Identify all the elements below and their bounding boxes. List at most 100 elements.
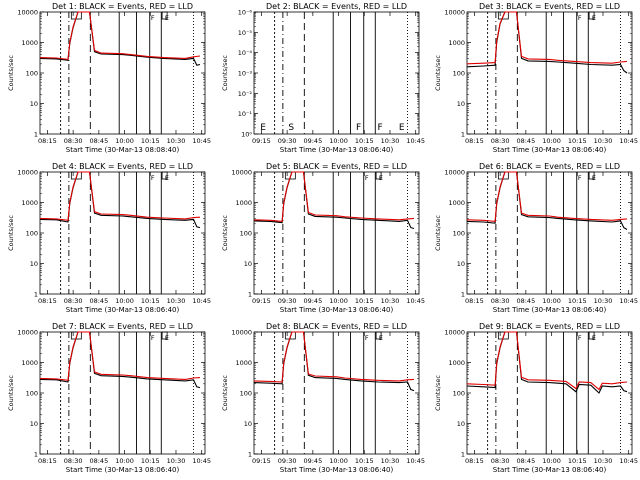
x-tick-label: 10:15 bbox=[568, 297, 587, 305]
y-tick-label: 1 bbox=[461, 451, 465, 459]
x-tick-label: 08:30 bbox=[64, 297, 83, 305]
x-tick-label: 09:15 bbox=[252, 137, 271, 145]
plot-frame bbox=[466, 11, 633, 135]
x-tick-label: 10:30 bbox=[594, 137, 613, 145]
y-tick-label: 1 bbox=[461, 131, 465, 139]
panel-title: Det 3: BLACK = Events, RED = LLD bbox=[479, 2, 620, 11]
flare-top-label: E bbox=[165, 174, 169, 182]
x-tick-label: 08:45 bbox=[516, 457, 535, 465]
y-tick-label: 1 bbox=[248, 451, 252, 459]
y-axis-label: Counts/sec bbox=[7, 215, 15, 251]
y-tick-label: 10000 bbox=[17, 9, 38, 17]
x-tick-label: 08:30 bbox=[491, 297, 510, 305]
series-line-lld bbox=[39, 331, 201, 381]
x-tick-label: 10:00 bbox=[329, 457, 348, 465]
plot-frame bbox=[253, 331, 420, 455]
x-tick-label: 10:45 bbox=[619, 297, 638, 305]
y-axis-label: Counts/sec bbox=[221, 55, 229, 91]
y-tick-label: 10 bbox=[457, 100, 465, 108]
plot-frame bbox=[253, 11, 420, 135]
x-tick-label: 10:30 bbox=[381, 457, 400, 465]
y-tick-label: 10 bbox=[30, 420, 38, 428]
x-tick-label: 10:00 bbox=[115, 297, 134, 305]
flare-box bbox=[161, 331, 168, 340]
x-tick-label: 08:15 bbox=[465, 457, 484, 465]
x-tick-label: 08:30 bbox=[64, 457, 83, 465]
y-tick-label: 10000 bbox=[17, 329, 38, 337]
flare-top-label: E bbox=[379, 174, 383, 182]
x-tick-label: 08:15 bbox=[465, 137, 484, 145]
y-tick-label: 100 bbox=[240, 390, 252, 398]
y-tick-label: 100 bbox=[26, 390, 38, 398]
x-tick-label: 10:45 bbox=[406, 297, 425, 305]
x-axis-label: Start Time (30-Mar-13 08:06:40) bbox=[66, 466, 180, 474]
x-tick-label: 09:30 bbox=[278, 297, 297, 305]
detector-panel-8: Det 8: BLACK = Events, RED = LLD 1 10 100 10… bbox=[221, 322, 425, 474]
plot-annotation: E bbox=[260, 123, 266, 133]
x-tick-label: 10:15 bbox=[568, 137, 587, 145]
x-tick-label: 10:45 bbox=[619, 137, 638, 145]
y-tick-label: 10 bbox=[244, 420, 252, 428]
y-tick-label: 1000 bbox=[21, 359, 38, 367]
y-tick-label: 10⁻³ bbox=[238, 70, 253, 78]
y-tick-label: 10 bbox=[457, 420, 465, 428]
x-tick-label: 09:15 bbox=[252, 457, 271, 465]
series-line-events bbox=[253, 171, 415, 230]
y-tick-label: 10⁻⁵ bbox=[238, 29, 253, 37]
flare-top-label: E bbox=[165, 334, 169, 342]
detector-panel-2: Det 2: BLACK = Events, RED = LLD 10⁰ 10⁻¹ 1… bbox=[221, 2, 425, 154]
detector-panel-9: Det 9: BLACK = Events, RED = LLD 1 10 100 10… bbox=[434, 322, 638, 474]
x-tick-label: 10:00 bbox=[542, 457, 561, 465]
plot-annotation: F bbox=[377, 123, 382, 133]
x-tick-label: 10:45 bbox=[619, 457, 638, 465]
x-tick-label: 08:30 bbox=[491, 457, 510, 465]
x-tick-label: 08:30 bbox=[491, 137, 510, 145]
y-tick-label: 10000 bbox=[17, 169, 38, 177]
x-tick-label: 08:45 bbox=[516, 297, 535, 305]
series-line-lld bbox=[253, 171, 415, 222]
y-tick-label: 1 bbox=[461, 291, 465, 299]
y-tick-label: 10⁻⁴ bbox=[238, 49, 253, 57]
y-tick-label: 10⁻⁶ bbox=[238, 9, 253, 17]
x-tick-label: 10:00 bbox=[329, 137, 348, 145]
flare-top-label: E bbox=[592, 334, 596, 342]
y-tick-label: 10⁻¹ bbox=[238, 110, 253, 118]
y-tick-label: 100 bbox=[453, 230, 465, 238]
x-tick-label: 10:15 bbox=[141, 457, 160, 465]
panel-title: Det 5: BLACK = Events, RED = LLD bbox=[266, 162, 407, 171]
y-tick-label: 10 bbox=[30, 100, 38, 108]
x-tick-label: 10:30 bbox=[167, 457, 186, 465]
x-tick-label: 10:30 bbox=[167, 137, 186, 145]
x-tick-label: 10:15 bbox=[141, 137, 160, 145]
x-tick-label: 08:45 bbox=[89, 457, 108, 465]
x-tick-label: 10:15 bbox=[355, 457, 374, 465]
flare-top-label: E bbox=[165, 14, 169, 22]
x-tick-label: 09:30 bbox=[278, 457, 297, 465]
x-tick-label: 08:45 bbox=[89, 297, 108, 305]
y-tick-label: 10000 bbox=[444, 169, 465, 177]
y-tick-label: 1 bbox=[34, 131, 38, 139]
plot-frame bbox=[39, 171, 206, 295]
panel-title: Det 1: BLACK = Events, RED = LLD bbox=[52, 2, 193, 11]
y-tick-label: 1 bbox=[34, 291, 38, 299]
panel-title: Det 9: BLACK = Events, RED = LLD bbox=[479, 322, 620, 331]
x-tick-label: 10:30 bbox=[594, 457, 613, 465]
y-tick-label: 1000 bbox=[448, 39, 465, 47]
y-tick-label: 1 bbox=[34, 451, 38, 459]
x-tick-label: 10:30 bbox=[381, 137, 400, 145]
series-line-lld bbox=[466, 11, 628, 65]
x-axis-label: Start Time (30-Mar-13 08:06:40) bbox=[493, 146, 607, 154]
x-tick-label: 09:45 bbox=[303, 457, 322, 465]
flare-box bbox=[284, 171, 296, 180]
y-tick-label: 100 bbox=[26, 230, 38, 238]
x-tick-label: 08:30 bbox=[64, 137, 83, 145]
x-axis-label: Start Time (30-Mar-13 08:06:40) bbox=[66, 306, 180, 314]
x-tick-label: 10:45 bbox=[192, 137, 211, 145]
detector-panel-1: Det 1: BLACK = Events, RED = LLD 1 10 100 10… bbox=[7, 2, 211, 154]
y-axis-label: Counts/sec bbox=[7, 55, 15, 91]
flare-box bbox=[375, 171, 382, 180]
x-axis-label: Start Time (30-Mar-13 08:06:40) bbox=[493, 466, 607, 474]
y-tick-label: 10 bbox=[457, 260, 465, 268]
flare-top-label: F bbox=[151, 174, 155, 182]
plot-frame bbox=[39, 331, 206, 455]
